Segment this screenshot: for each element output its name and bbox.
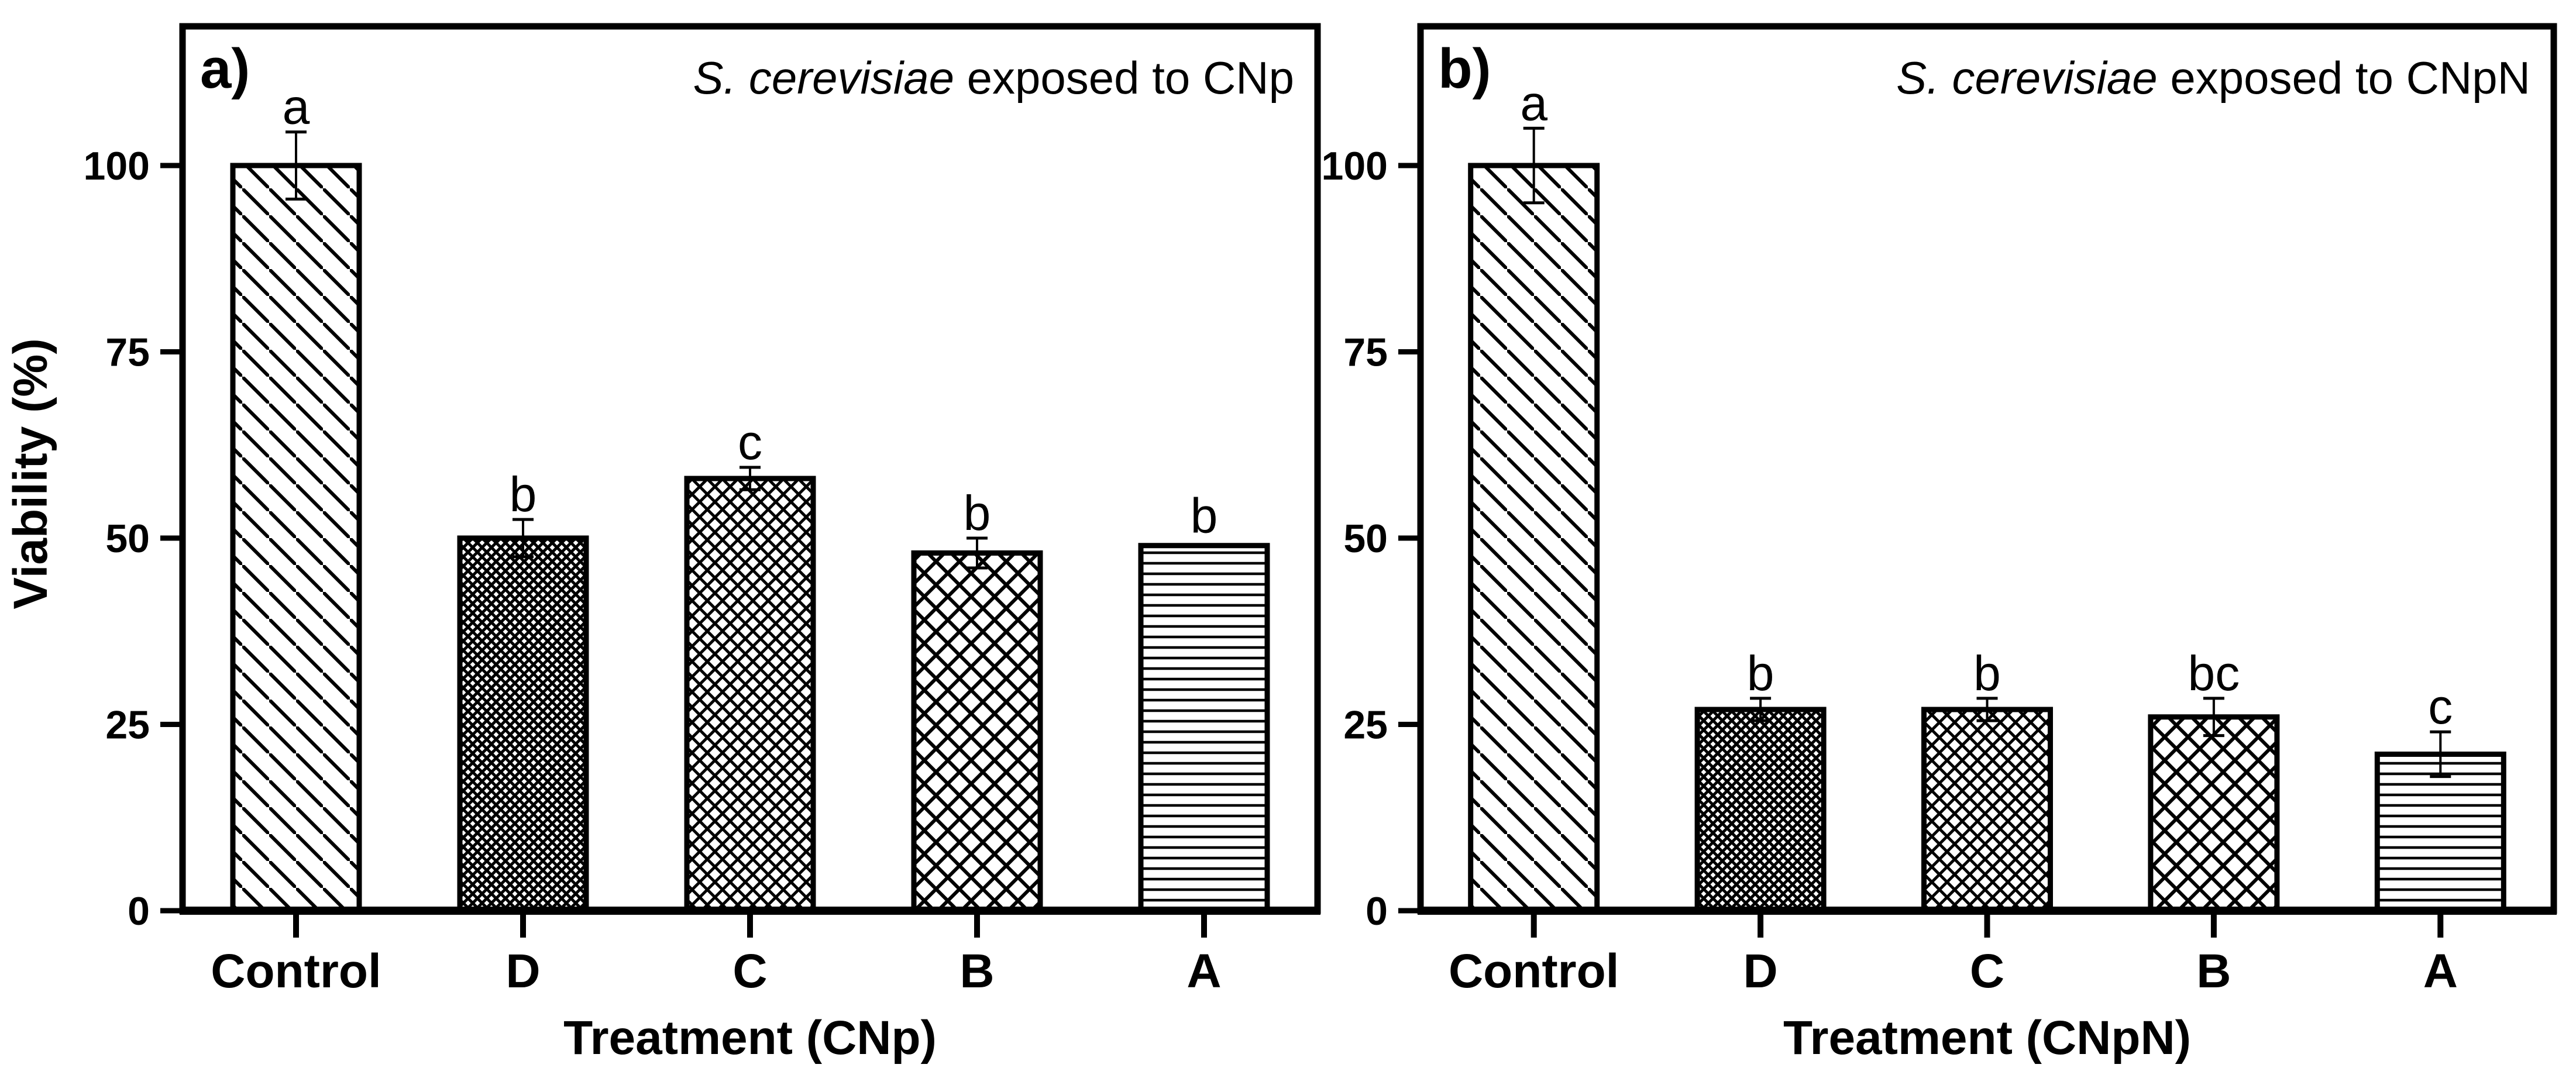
y-tick-label: 75 [105,330,150,375]
category-label: C [1970,945,2004,998]
y-tick-label: 0 [128,889,150,934]
bar-b [911,550,1043,914]
panel-title-species: S. cerevisiae [1896,52,2158,104]
sig-letter: a [1520,75,1547,130]
category-label: B [2196,945,2231,998]
sig-letter: c [738,415,762,470]
category-label: A [1186,945,1221,998]
panel-a: 0 25 50 75 100 a Control b Dc Cb Bb Aa) S. cerevisia… [4,23,1321,1065]
x-axis-title: Treatment (CNpN) [1783,1011,2191,1065]
bar-control [1468,163,1600,914]
bar-a [2374,751,2506,914]
x-axis-title: Treatment (CNp) [563,1011,937,1065]
y-tick-label: 50 [1343,516,1388,561]
category-label: B [959,945,994,998]
panel-label: a) [200,37,250,100]
bar-d [457,535,589,914]
panel-title-species: S. cerevisiae [693,52,954,104]
category-label: D [505,945,540,998]
bar-control [230,163,362,914]
bar-c [1921,707,2053,914]
panel-title: S. cerevisiae exposed to CNp [693,52,1294,104]
bar-d [1694,707,1827,914]
category-label: Control [1449,945,1619,998]
bar-a [1138,543,1270,914]
sig-letter: c [2428,679,2453,734]
y-tick-label: 0 [1366,889,1388,934]
y-tick-label: 50 [105,516,150,561]
panel-title-rest: exposed to CNpN [2158,52,2530,104]
category-label: Control [211,945,381,998]
panel-label: b) [1438,37,1491,100]
category-label: A [2423,945,2458,998]
y-tick-label: 75 [1343,330,1388,375]
category-label: C [732,945,767,998]
sig-letter: b [1191,488,1218,543]
category-label: D [1743,945,1777,998]
y-tick-label: 25 [1343,703,1388,748]
y-tick-label: 100 [84,144,150,188]
bar-c [684,476,816,914]
y-tick-label: 100 [1322,144,1388,188]
panel-title: S. cerevisiae exposed to CNpN [1896,52,2530,104]
sig-letter: b [1747,646,1774,701]
panel-b: 0 25 50 75 100 a Control b Db Cbc Bc Ab) S. cerevisi… [1322,23,2557,1065]
sig-letter: bc [2188,646,2240,701]
sig-letter: b [510,467,537,522]
sig-letter: b [1973,646,2001,701]
bar-b [2148,714,2280,914]
panel-title-rest: exposed to CNp [954,52,1294,104]
y-tick-label: 25 [105,703,150,748]
y-axis-title: Viability (%) [4,338,57,609]
sig-letter: b [964,485,991,540]
sig-letter: a [283,80,310,135]
